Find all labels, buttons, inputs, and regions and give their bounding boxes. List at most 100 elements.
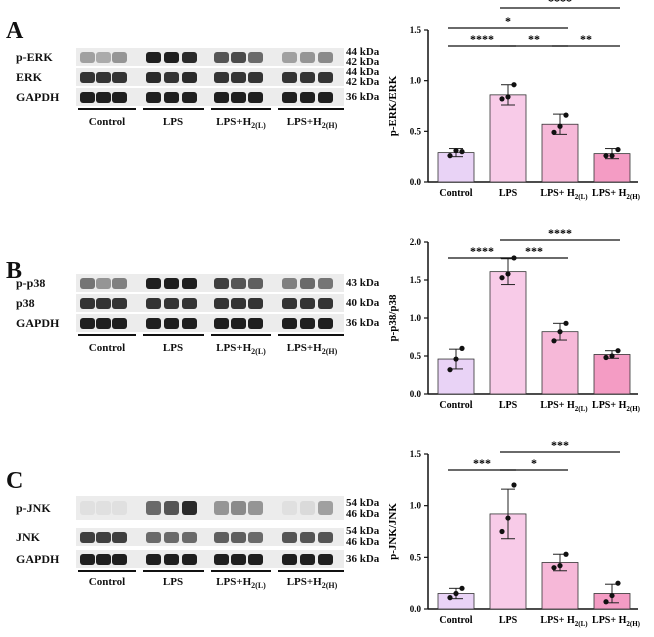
blot-band: [300, 52, 315, 63]
blot-row-label: ERK: [16, 70, 43, 84]
blot-band: [96, 501, 111, 515]
blot-row-label: p38: [16, 296, 35, 310]
blot-strip: [76, 550, 344, 568]
kda-label: 54 kDa: [346, 497, 380, 509]
x-tick-label: LPS: [499, 615, 518, 626]
group-line: [211, 108, 271, 110]
blot-band: [146, 52, 161, 63]
blot-band: [164, 501, 179, 515]
blot-row-label: p-JNK: [16, 501, 51, 515]
blot-band: [182, 72, 197, 83]
blot-band: [96, 318, 111, 329]
group-line: [143, 334, 204, 336]
blot-row-gapdh: GAPDH 36 kDa: [10, 88, 380, 106]
y-tick-label: 0.0: [410, 389, 422, 399]
data-point: [453, 590, 459, 597]
bar-chart: 0.0 0.5 1.0 1.5 p-ERK/ERK Control LPS LPS+ H2(L…: [387, 0, 641, 201]
blot-band: [112, 501, 127, 515]
bar: [489, 94, 527, 183]
data-point: [551, 338, 557, 344]
blot-band: [300, 554, 315, 565]
blot-row-p-erk: p-ERK 44 kDa 42 kDa: [10, 46, 380, 68]
blot-band: [214, 278, 229, 289]
blot-strip: [76, 528, 344, 546]
data-point: [551, 129, 557, 135]
blot-band: [214, 72, 229, 83]
group-line: [143, 570, 204, 572]
blot-band: [214, 501, 229, 515]
data-point: [511, 82, 517, 88]
blot-band: [318, 501, 333, 515]
blot-band: [248, 72, 263, 83]
blot-band: [248, 298, 263, 309]
group-text: LPS: [162, 116, 184, 128]
blot-band: [80, 298, 95, 309]
y-tick-label: 1.0: [410, 313, 422, 323]
y-tick-label: 1.5: [410, 275, 422, 285]
significance-label: *: [531, 456, 537, 470]
blot-band: [146, 92, 161, 103]
blot-band: [80, 318, 95, 329]
blot-band: [248, 318, 263, 329]
blot-band: [164, 52, 179, 63]
x-tick-text: LPS: [499, 400, 518, 411]
western-blot: p-JNK 54 kDa 46 kDa JNK 54 kDa 46 kDa GA…: [10, 490, 380, 600]
blot-band: [231, 501, 246, 515]
blot-band: [214, 298, 229, 309]
group-label-lps-h2-l: LPS+H2(L): [206, 342, 276, 356]
blot-strip: [76, 48, 344, 66]
group-text: LPS+H: [216, 576, 252, 588]
group-line: [211, 570, 271, 572]
blot-row-p38: p38 40 kDa: [10, 294, 380, 312]
kda-label: 44 kDa: [346, 46, 380, 58]
blot-band: [182, 318, 197, 329]
significance-label: ****: [548, 226, 572, 240]
blot-band: [318, 298, 333, 309]
blot-band: [164, 92, 179, 103]
data-point: [459, 149, 465, 155]
blot-strip: [76, 68, 344, 86]
blot-band: [112, 72, 127, 83]
blot-band: [80, 52, 95, 63]
blot-band: [318, 532, 333, 543]
x-tick-sub: 2(L): [575, 193, 589, 201]
blot-band: [214, 532, 229, 543]
blot-band: [300, 298, 315, 309]
group-label-control: Control: [70, 342, 144, 354]
data-point: [609, 353, 615, 359]
blot-band: [282, 298, 297, 309]
x-tick-label: LPS+ H2(L): [540, 188, 588, 201]
x-tick-text: LPS: [499, 615, 518, 626]
blot-band: [146, 554, 161, 565]
blot-band: [80, 92, 95, 103]
blot-row-gapdh: GAPDH 36 kDa: [10, 314, 380, 332]
x-tick-label: LPS+ H2(L): [540, 400, 588, 413]
data-point: [603, 599, 609, 605]
bar: [593, 354, 631, 395]
group-sub: 2(H): [321, 121, 338, 131]
blot-band: [318, 554, 333, 565]
blot-band: [112, 92, 127, 103]
blot-band: [300, 532, 315, 543]
blot-band: [282, 532, 297, 543]
x-tick-label: LPS+ H2(H): [592, 188, 641, 201]
data-point: [459, 345, 465, 351]
kda-label: 54 kDa: [346, 525, 380, 537]
blot-band: [182, 532, 197, 543]
bar: [489, 271, 527, 395]
data-point: [615, 146, 621, 153]
blot-band: [96, 298, 111, 309]
blot-band: [300, 501, 315, 515]
blot-band: [164, 318, 179, 329]
group-text: LPS+H: [286, 342, 322, 354]
blot-band: [231, 72, 246, 83]
blot-band: [112, 554, 127, 565]
blot-band: [164, 72, 179, 83]
kda-label: 46 kDa: [346, 536, 380, 548]
data-point: [615, 348, 621, 354]
group-label-control: Control: [70, 116, 144, 128]
y-tick-label: 2.0: [410, 237, 422, 247]
kda-label: 46 kDa: [346, 508, 380, 520]
data-point: [563, 320, 569, 326]
y-axis-label: p-p38/p38: [387, 294, 399, 342]
